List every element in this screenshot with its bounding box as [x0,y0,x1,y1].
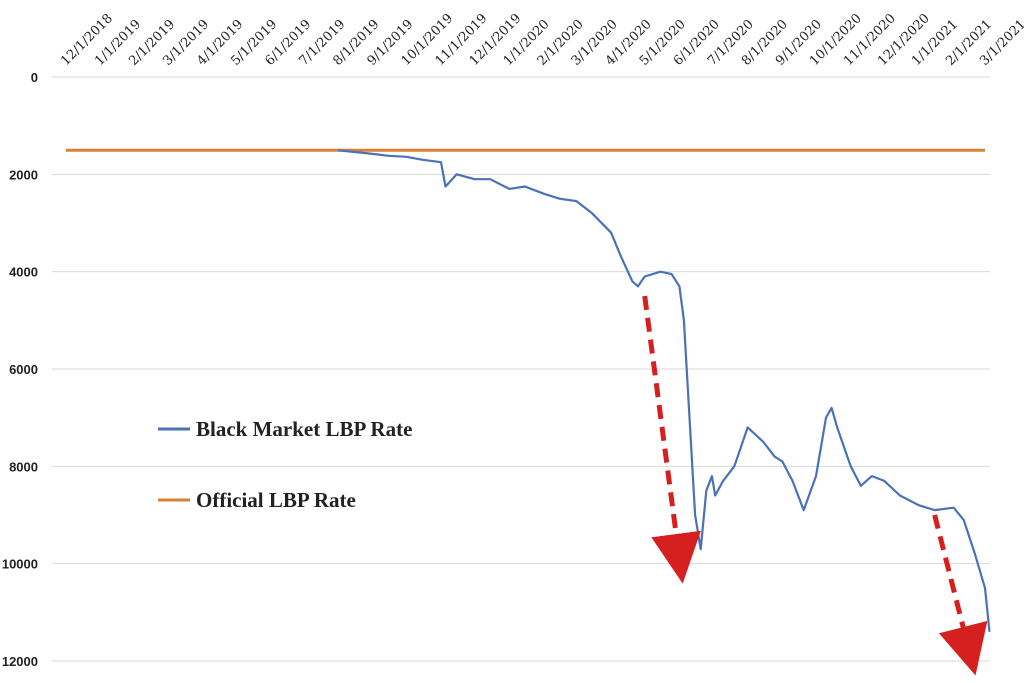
annotations [642,295,988,676]
annotation-arrow-2 [932,514,988,676]
y-tick-label: 2000 [9,167,38,182]
y-tick-label: 8000 [9,459,38,474]
y-tick-label: 0 [31,70,38,85]
y-tick-label: 6000 [9,362,38,377]
annotation-arrow-1 [642,295,701,584]
legend-label-black-market: Black Market LBP Rate [196,417,412,441]
gridlines [52,76,990,662]
legend-label-official: Official LBP Rate [196,488,356,512]
x-axis-ticks: 12/1/20181/1/20192/1/20193/1/20194/1/201… [58,11,1024,69]
series-line-black-market [337,149,991,632]
series-lines [66,148,991,632]
legend: Black Market LBP Rate Official LBP Rate [158,417,412,512]
y-tick-label: 12000 [2,654,38,669]
y-tick-label: 4000 [9,265,38,280]
y-axis-ticks: 0 2000 4000 6000 8000 10000 12000 [2,70,38,669]
y-tick-label: 10000 [2,557,38,572]
